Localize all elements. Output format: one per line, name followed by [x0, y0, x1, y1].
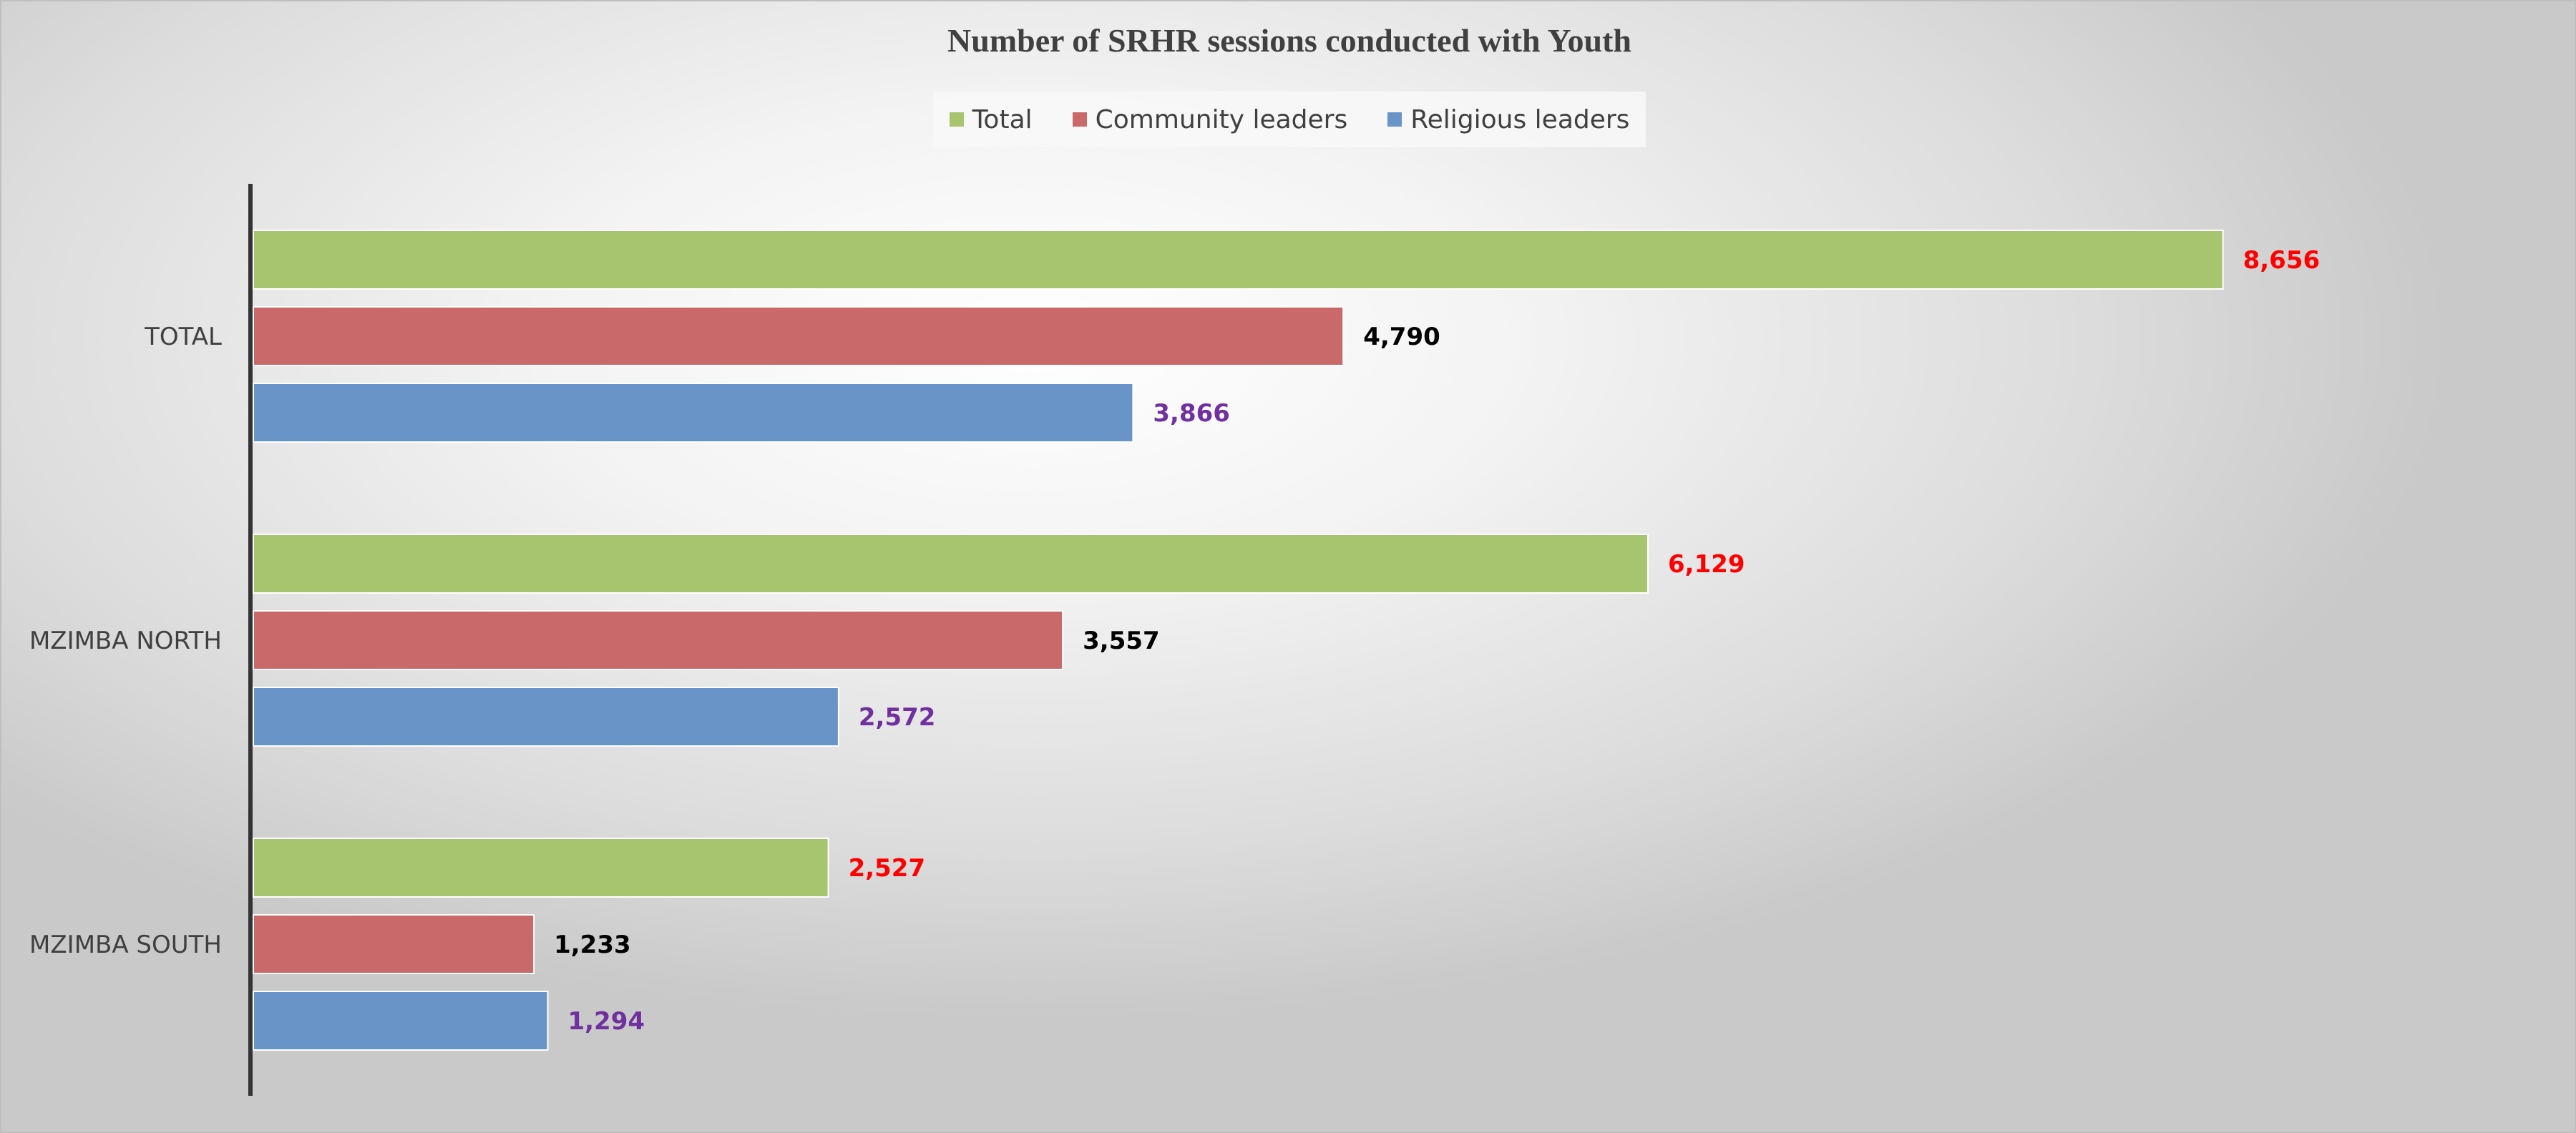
legend: Total Community leaders Religious leader…	[933, 92, 1646, 147]
bar-religious-leaders	[253, 383, 1134, 443]
bar-total	[253, 534, 1649, 594]
data-label: 2,527	[849, 854, 926, 883]
data-label: 6,129	[1668, 550, 1745, 579]
legend-item-total: Total	[949, 104, 1033, 134]
data-label: 1,294	[567, 1007, 645, 1036]
legend-swatch-religious-leaders	[1387, 112, 1402, 127]
category-label: MZIMBA NORTH	[29, 627, 222, 655]
bar-community-leaders	[253, 306, 1345, 366]
bar-religious-leaders	[253, 991, 549, 1051]
bar-total	[253, 838, 829, 898]
legend-swatch-community-leaders	[1072, 112, 1087, 127]
bar-community-leaders	[253, 914, 535, 974]
chart-title: Number of SRHR sessions conducted with Y…	[947, 22, 1631, 59]
bar-community-leaders	[253, 610, 1064, 670]
legend-label-religious-leaders: Religious leaders	[1410, 104, 1630, 134]
bar-religious-leaders	[253, 687, 839, 747]
data-label: 8,656	[2243, 246, 2321, 275]
data-label: 2,572	[859, 703, 936, 732]
category-label: TOTAL	[144, 323, 222, 351]
legend-item-community-leaders: Community leaders	[1072, 104, 1348, 134]
data-label: 3,557	[1083, 627, 1160, 655]
category-label: MZIMBA SOUTH	[29, 931, 222, 959]
legend-swatch-total	[949, 112, 964, 127]
legend-item-religious-leaders: Religious leaders	[1387, 105, 1629, 134]
legend-label-community-leaders: Community leaders	[1095, 104, 1348, 134]
legend-label-total: Total	[972, 104, 1033, 134]
data-label: 1,233	[554, 931, 631, 959]
data-label: 4,790	[1363, 323, 1440, 351]
data-label: 3,866	[1153, 399, 1230, 428]
bar-total	[253, 230, 2224, 290]
